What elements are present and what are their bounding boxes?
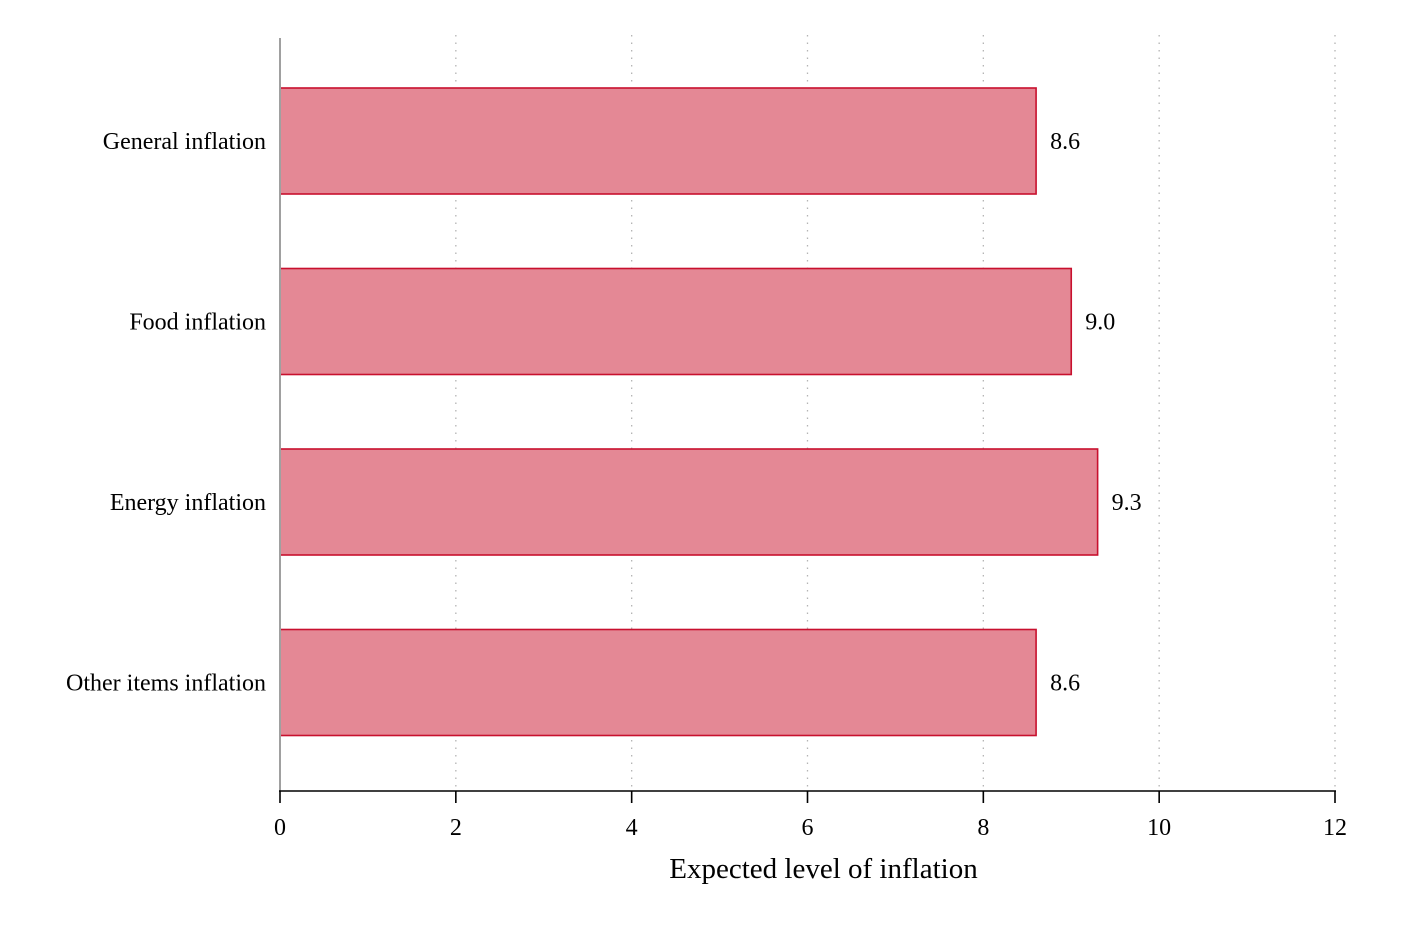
x-tick-label-2: 2 — [450, 815, 462, 841]
bar-2 — [279, 267, 1073, 376]
value-label-3: 9.3 — [1112, 490, 1142, 516]
x-tick-label-4: 4 — [626, 815, 638, 841]
value-label-2: 9.0 — [1085, 310, 1115, 336]
value-label-4: 8.6 — [1050, 671, 1080, 697]
bars — [279, 87, 1099, 737]
x-tick-label-12: 12 — [1323, 815, 1347, 841]
bar-1 — [279, 87, 1037, 195]
bar-4 — [279, 628, 1037, 737]
x-tick-label-6: 6 — [802, 815, 814, 841]
value-label-1: 8.6 — [1050, 129, 1080, 155]
category-label-4: Other items inflation — [66, 671, 266, 697]
labels: General inflation 8.6 Food inflation 9.0 Ene… — [66, 129, 1142, 697]
x-axis: 0 2 4 6 8 10 12 — [274, 791, 1347, 841]
category-label-1: General inflation — [103, 129, 266, 155]
x-axis-title: Expected level of inflation — [669, 853, 978, 885]
category-label-2: Food inflation — [129, 310, 266, 336]
x-tick-label-8: 8 — [977, 815, 989, 841]
x-tick-label-0: 0 — [274, 815, 286, 841]
bar-3 — [279, 448, 1099, 556]
category-label-3: Energy inflation — [110, 490, 266, 516]
x-tick-label-10: 10 — [1147, 815, 1171, 841]
